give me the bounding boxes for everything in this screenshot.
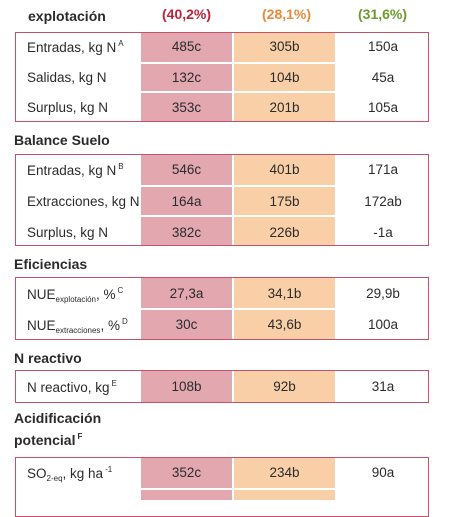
cell-value: 27,3a [169, 286, 204, 301]
row-label-so2: SO2-eq, kg ha -1 [27, 465, 113, 483]
row-divider [141, 488, 335, 490]
row-divider [141, 91, 335, 93]
cell-value: 100a [367, 317, 399, 332]
row-label-nue-extracciones: NUEextracciones, % D [27, 317, 128, 335]
section-title-potencial: potencial F [14, 432, 83, 448]
cell-value: 34,1b [267, 286, 302, 301]
cell-value: 29,9b [366, 286, 400, 301]
col1-header: (40,2%) [162, 6, 212, 22]
cell-value: 234b [269, 465, 300, 480]
cell-value: 485c [171, 39, 202, 54]
row-label-surplus: Surplus, kg N [27, 225, 109, 240]
group-explotacion [15, 32, 429, 122]
section-title-balance-suelo: Balance Suelo [14, 132, 110, 148]
row-label-extracciones: Extracciones, kg N [27, 194, 140, 209]
cell-value: 105a [367, 100, 399, 115]
row-divider [141, 62, 335, 64]
cell-value: 90a [371, 465, 395, 480]
row-label-nue-explotacion: NUEexplotación, % C [27, 286, 124, 304]
cell-value: 45a [371, 70, 395, 85]
section-title-acidificacion: Acidificación [14, 410, 102, 426]
group-eficiencias [15, 277, 429, 340]
cell-value: 164a [171, 194, 202, 209]
cell-value: 171a [367, 162, 399, 177]
cell-value: 382c [171, 225, 202, 240]
col2-shade [234, 458, 335, 500]
row-divider [141, 185, 335, 187]
section-title-n-reactivo: N reactivo [14, 350, 82, 366]
cell-value: 305b [269, 39, 300, 54]
column-title: explotación [28, 8, 106, 24]
col1-shade [141, 33, 232, 121]
row-label-salidas: Salidas, kg N [27, 70, 107, 85]
cell-value: 43,6b [267, 317, 302, 332]
cell-value: 226b [269, 225, 300, 240]
section-title-eficiencias: Eficiencias [14, 256, 88, 272]
col2-shade [234, 33, 335, 121]
cell-value: 546c [171, 162, 202, 177]
group-balance-suelo [15, 154, 429, 246]
cell-value: 401b [269, 162, 300, 177]
cell-value: 104b [269, 70, 300, 85]
cell-value: 150a [367, 39, 399, 54]
col3-header: (31,6%) [358, 6, 408, 22]
row-divider [141, 308, 335, 310]
col2-header: (28,1%) [262, 6, 312, 22]
cell-value: 172ab [364, 194, 402, 209]
cell-value: 201b [269, 100, 300, 115]
col2-shade [234, 155, 335, 245]
cell-value: 31a [371, 379, 395, 394]
col1-shade [141, 155, 232, 245]
cell-value: 175b [269, 194, 300, 209]
col1-shade [141, 371, 232, 402]
group-n-reactivo [15, 370, 429, 403]
col1-shade [141, 458, 232, 500]
col2-shade [234, 371, 335, 402]
cell-value: 353c [171, 100, 202, 115]
row-divider [141, 215, 335, 217]
cell-value: 92b [273, 379, 296, 394]
row-label-surplus: Surplus, kg N [27, 100, 109, 115]
cell-value: 30c [175, 317, 198, 332]
row-label-n-reactivo: N reactivo, kg E [27, 379, 117, 395]
cell-value: 132c [171, 70, 202, 85]
cell-value: -1a [373, 225, 393, 240]
cell-value: 108b [171, 379, 202, 394]
cell-value: 352c [171, 465, 202, 480]
